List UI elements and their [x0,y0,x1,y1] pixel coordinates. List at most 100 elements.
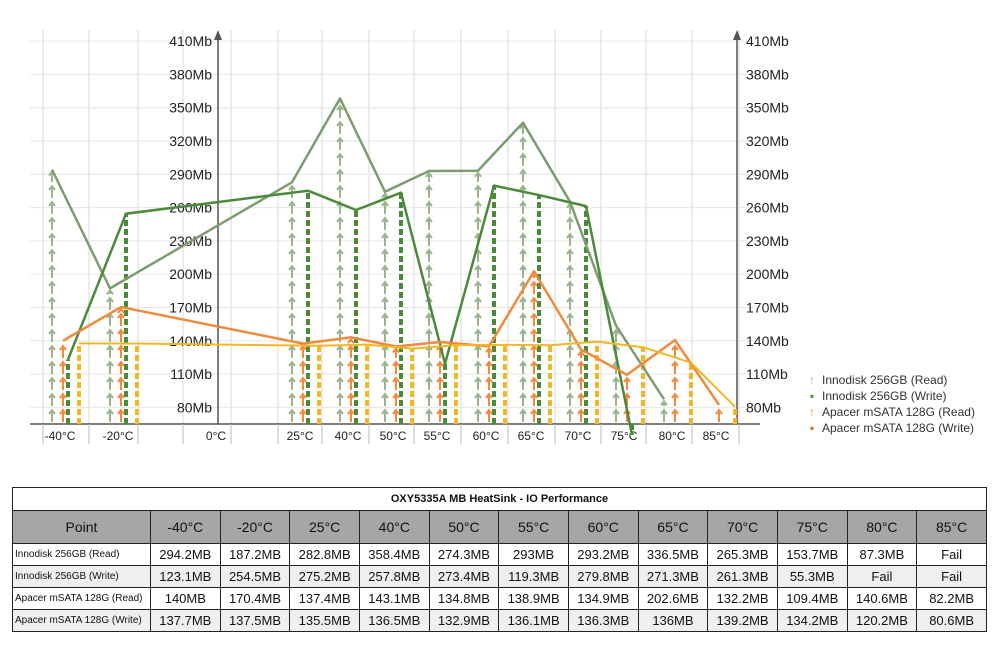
bar-mark-innodisk-read [566,408,574,422]
y-tick-label: 170Mb [169,299,212,315]
bar-mark-apacer-read [392,392,400,406]
bar-mark-apacer-read [715,408,723,422]
bar-mark-innodisk-read [336,168,344,182]
bar-mark-innodisk-read [474,216,482,230]
column-header: 60°C [567,510,639,544]
table-cell: Fail [916,565,987,588]
table-cell: 282.8MB [289,543,360,566]
bar-mark-innodisk-read [519,312,527,326]
bar-mark-innodisk-read [425,232,433,246]
bar-mark-innodisk-read [288,280,296,294]
bar-mark-apacer-read [117,392,125,406]
bar-mark-apacer-read [347,360,355,374]
bar-mark-innodisk-read [474,264,482,278]
bar-mark-innodisk-read [566,232,574,246]
bar-mark-innodisk-read [288,360,296,374]
bar-mark-innodisk-read [336,376,344,390]
bar-mark-innodisk-read [474,312,482,326]
bar-mark-apacer-read [299,408,307,422]
bar-mark-innodisk-read [474,344,482,358]
table-cell: 136.5MB [358,609,430,632]
bar-mark-innodisk-read [381,312,389,326]
bar-mark-innodisk-read [519,168,527,182]
bar-mark-apacer-read [530,344,538,358]
bar-mark-apacer-read [59,344,67,358]
bar-mark-innodisk-read [425,216,433,230]
x-tick-label: -40°C [45,429,76,443]
bar-mark-innodisk-read [106,408,114,422]
bar-mark-innodisk-read [381,232,389,246]
bar-mark-apacer-read [530,408,538,422]
bar-mark-apacer-read [485,376,493,390]
bar-mark-apacer-read [436,360,444,374]
bar-mark-innodisk-read [519,136,527,150]
series-line-innodisk-write [66,184,634,436]
y-tick-label: 290Mb [169,166,212,182]
performance-table-wrapper: OXY5335A MB HeatSink - IO Performance Po… [12,487,987,632]
bar-mark-innodisk-read [336,408,344,422]
bar-mark-innodisk-read [474,296,482,310]
bar-mark-innodisk-read [566,296,574,310]
up-arrow-icon: ↑ [809,405,815,419]
table-cell: 132.9MB [428,609,500,632]
x-tick-label: 0°C [206,429,226,443]
table-cell: 202.6MB [637,587,709,610]
bar-mark-innodisk-read [474,184,482,198]
bar-mark-apacer-read [485,408,493,422]
table-row: Innodisk 256GB (Read) 294.2MB 187.2MB 282.8… [12,543,987,566]
y-tick-label: 80Mb [746,399,781,415]
bar-mark-apacer-read [623,376,631,390]
x-tick-label: 55°C [424,429,451,443]
table-cell: 358.4MB [358,543,430,566]
bar-mark-apacer-read [530,328,538,342]
bar-mark-innodisk-read [660,399,668,406]
table-header-row: Point -40°C -20°C 25°C 40°C 50°C 55°C 60… [12,510,987,544]
bar-mark-innodisk-read [288,376,296,390]
table-cell: 120.2MB [846,609,918,632]
bar-mark-innodisk-read [519,216,527,230]
table-cell: 132.2MB [707,587,778,610]
bar-mark-innodisk-read [566,360,574,374]
bar-mark-innodisk-read [519,360,527,374]
y-tick-label: 320Mb [169,133,212,149]
bar-mark-apacer-read [347,408,355,422]
y-tick-label: 110Mb [746,366,788,382]
table-cell: 134.9MB [567,587,639,610]
bar-mark-apacer-read [530,312,538,326]
table-cell: 82.2MB [916,587,987,610]
bar-mark-apacer-read [436,376,444,390]
bar-mark-innodisk-read [48,296,56,310]
bar-mark-apacer-read [299,392,307,406]
bar-mark-innodisk-read [288,408,296,422]
bar-mark-apacer-read [671,360,679,374]
y-tick-label: 410Mb [746,33,789,49]
bar-mark-apacer-read [530,376,538,390]
table-cell: 187.2MB [219,543,291,566]
table-cell: 55.3MB [776,565,848,588]
y-tick-label: 200Mb [746,266,789,282]
bar-mark-innodisk-read [474,408,482,422]
bar-mark-apacer-read [347,344,355,358]
bar-mark-innodisk-read [381,392,389,406]
bar-mark-innodisk-read [381,376,389,390]
y-tick-label: 410Mb [169,33,212,49]
bar-mark-innodisk-read [519,408,527,422]
column-header: 50°C [428,510,500,544]
bar-mark-apacer-read [436,408,444,422]
series-line-apacer-write [78,340,736,408]
column-header: -20°C [219,510,291,544]
y-tick-label: 380Mb [746,66,789,82]
table-cell: 275.2MB [289,565,360,588]
bar-mark-innodisk-read [474,171,482,182]
bar-mark-innodisk-read [336,296,344,310]
bar-mark-innodisk-read [336,136,344,150]
table-cell: 143.1MB [358,587,430,610]
table-body: Innodisk 256GB (Read) 294.2MB 187.2MB 282.8… [12,543,987,632]
x-tick-label: 50°C [380,429,407,443]
column-header: -40°C [150,510,221,544]
table-cell: 254.5MB [219,565,291,588]
x-tick-label: 60°C [473,429,500,443]
bar-mark-innodisk-read [48,392,56,406]
legend-item-innodisk-write: ▪ Innodisk 256GB (Write) [806,388,975,404]
bar-mark-apacer-read [530,280,538,294]
